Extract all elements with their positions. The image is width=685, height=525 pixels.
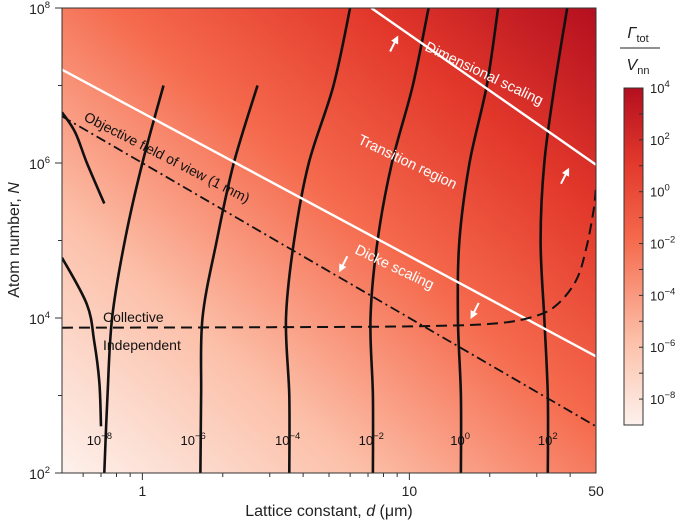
scaling-arrow-0: [389, 35, 399, 52]
cb-tick-label-3: 10−2: [650, 235, 675, 252]
scaling-arrow-3: [470, 302, 480, 319]
cb-tick-label-0: 104: [650, 79, 670, 96]
contour-label-1: 10−6: [181, 431, 206, 448]
collective-boundary-line: [62, 186, 596, 329]
cb-tick-label-1: 102: [650, 131, 670, 148]
contour-line-0: [103, 85, 165, 473]
x-tick-label-0: 1: [138, 483, 146, 499]
contour-labels: 10−8 10−6 10−4 10−2 100 102: [87, 431, 558, 448]
x-tick-label-2: 50: [588, 483, 604, 499]
contour-line-2: [284, 8, 352, 473]
fov-line: [62, 115, 596, 428]
x-axis-label: Lattice constant, d (μm): [245, 503, 413, 520]
cb-tick-label-6: 10−8: [650, 390, 675, 407]
collective-label: Collective: [103, 309, 164, 325]
regime-lines: [62, 8, 596, 358]
contour-line-5: [539, 8, 569, 473]
regime-line-0: [62, 68, 596, 358]
contour-line-1: [199, 85, 259, 473]
colorbar-gradient: [623, 87, 644, 426]
y-tick-label-2: 106: [29, 155, 50, 172]
x-tick-label-1: 10: [402, 483, 418, 499]
cb-tick-label-4: 10−4: [650, 286, 675, 303]
regime-line-1: [370, 8, 596, 166]
collective-boundary: [62, 186, 596, 329]
contour-label-5: 102: [538, 431, 558, 448]
colorbar: Γtot Vnn 104 102 100 10−2 10−4 10−6 10−8: [620, 25, 675, 426]
colorbar-title-numerator: Γtot: [627, 25, 648, 45]
heatmap-field: [62, 8, 596, 473]
cb-tick-label-5: 10−6: [650, 338, 675, 355]
scaling-arrows: [339, 35, 570, 319]
contour-line-3: [369, 8, 430, 473]
contour-line-4: [456, 8, 500, 473]
y-tick-label-0: 102: [29, 465, 50, 482]
field-of-view-line: [62, 115, 596, 428]
x-axis-ticks: 1 10 50: [82, 473, 604, 499]
contour-label-0: 10−8: [87, 431, 112, 448]
colorbar-title-denominator: Vnn: [627, 57, 650, 77]
scaling-arrow-1: [560, 167, 570, 185]
contour-line-6: [62, 257, 103, 427]
y-axis-ticks: 102 104 106 108: [29, 0, 62, 482]
scaling-arrow-2: [339, 255, 349, 273]
independent-label: Independent: [103, 337, 181, 353]
y-tick-label-1: 104: [29, 310, 50, 327]
y-axis-label: Atom number, N: [6, 182, 23, 298]
y-tick-label-3: 108: [29, 0, 50, 17]
contour-label-3: 10−2: [359, 431, 384, 448]
cb-tick-label-2: 100: [650, 183, 670, 200]
contour-lines: [62, 8, 569, 473]
contour-label-2: 10−4: [275, 431, 300, 448]
colorbar-ticks: 104 102 100 10−2 10−4 10−6 10−8: [639, 79, 675, 426]
contour-label-4: 100: [450, 431, 470, 448]
